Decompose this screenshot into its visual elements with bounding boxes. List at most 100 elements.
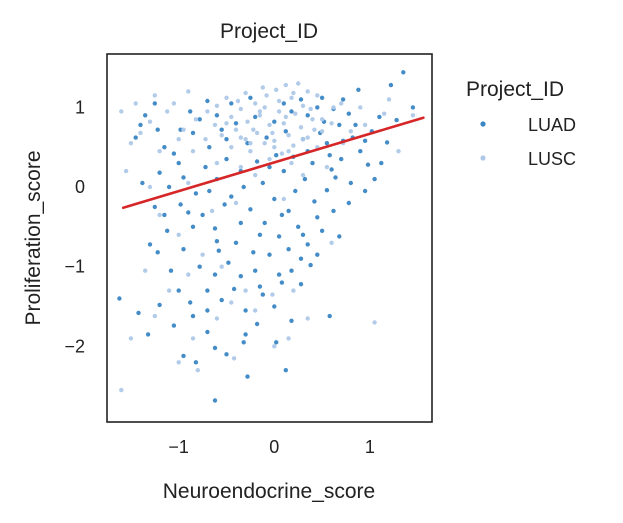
point-luad — [410, 105, 416, 110]
point-luad — [214, 113, 220, 118]
point-luad — [274, 153, 279, 158]
point-lusc — [253, 172, 258, 178]
point-lusc — [279, 151, 285, 156]
point-luad — [377, 114, 382, 120]
point-luad — [319, 228, 325, 233]
point-lusc — [264, 93, 269, 98]
point-lusc — [296, 81, 301, 86]
point-lusc — [203, 137, 208, 142]
point-lusc — [272, 344, 277, 349]
point-luad — [245, 374, 250, 379]
point-luad — [289, 109, 294, 114]
point-lusc — [243, 137, 248, 142]
point-luad — [337, 122, 342, 128]
point-luad — [181, 353, 186, 359]
point-lusc — [238, 106, 243, 112]
point-luad — [171, 323, 177, 328]
point-luad — [302, 176, 308, 182]
point-luad — [315, 215, 320, 220]
legend-label-luad: LUAD — [528, 115, 576, 135]
point-lusc — [152, 93, 157, 98]
point-lusc — [270, 130, 275, 136]
point-lusc — [289, 160, 294, 166]
point-luad — [197, 117, 202, 122]
point-luad — [298, 282, 304, 287]
x-axis-ticks: −1 0 1 — [168, 437, 374, 457]
point-luad — [147, 242, 153, 247]
point-lusc — [229, 145, 234, 150]
point-lusc — [233, 127, 239, 132]
point-lusc — [267, 156, 272, 162]
point-lusc — [231, 356, 237, 361]
point-luad — [312, 199, 317, 204]
point-lusc — [243, 90, 248, 96]
point-lusc — [305, 135, 310, 140]
point-luad — [190, 313, 196, 319]
point-lusc — [219, 133, 224, 138]
point-lusc — [386, 97, 392, 102]
point-luad — [346, 111, 351, 116]
point-luad — [267, 252, 272, 257]
point-luad — [224, 352, 229, 357]
point-lusc — [205, 109, 210, 114]
point-luad — [289, 318, 294, 323]
point-luad — [243, 332, 248, 337]
point-luad — [254, 159, 260, 164]
point-luad — [222, 202, 227, 207]
point-lusc — [128, 141, 134, 146]
point-luad — [281, 168, 286, 174]
point-lusc — [195, 368, 200, 373]
point-luad — [186, 210, 191, 215]
point-lusc — [276, 109, 282, 114]
point-lusc — [254, 130, 260, 136]
point-luad — [310, 160, 315, 166]
point-lusc — [410, 113, 416, 118]
point-luad — [226, 260, 231, 265]
point-lusc — [300, 103, 306, 109]
point-luad — [353, 122, 358, 128]
point-lusc — [171, 101, 177, 106]
point-luad — [260, 180, 265, 186]
point-luad — [260, 292, 265, 297]
y-tick-label: −2 — [64, 336, 85, 356]
point-lusc — [289, 95, 294, 101]
point-lusc — [291, 143, 296, 148]
point-lusc — [272, 138, 277, 143]
legend-marker-lusc — [480, 155, 486, 161]
point-lusc — [181, 127, 186, 132]
point-lusc — [219, 264, 224, 269]
point-lusc — [283, 114, 288, 120]
point-lusc — [281, 196, 286, 202]
point-lusc — [229, 114, 234, 120]
point-luad — [362, 138, 368, 143]
point-lusc — [270, 292, 275, 297]
point-lusc — [382, 111, 387, 116]
point-luad — [168, 268, 174, 273]
point-lusc — [305, 316, 310, 321]
point-luad — [219, 297, 224, 303]
point-lusc — [310, 117, 315, 122]
point-luad — [136, 310, 141, 316]
data-points — [117, 70, 416, 403]
point-luad — [216, 248, 221, 253]
point-luad — [188, 109, 193, 114]
point-luad — [143, 113, 148, 118]
point-lusc — [251, 127, 256, 132]
point-luad — [324, 141, 330, 146]
x-axis-label: Neuroendocrine_score — [163, 480, 375, 503]
point-luad — [379, 160, 384, 166]
point-luad — [279, 212, 285, 218]
point-lusc — [224, 121, 229, 126]
point-luad — [162, 212, 167, 218]
point-lusc — [272, 145, 277, 150]
point-luad — [152, 204, 157, 210]
point-luad — [305, 242, 310, 247]
point-lusc — [262, 141, 267, 146]
point-luad — [233, 121, 239, 126]
point-lusc — [331, 105, 336, 110]
point-luad — [253, 268, 258, 273]
point-lusc — [133, 101, 138, 106]
point-luad — [339, 156, 344, 162]
point-lusc — [267, 122, 272, 128]
